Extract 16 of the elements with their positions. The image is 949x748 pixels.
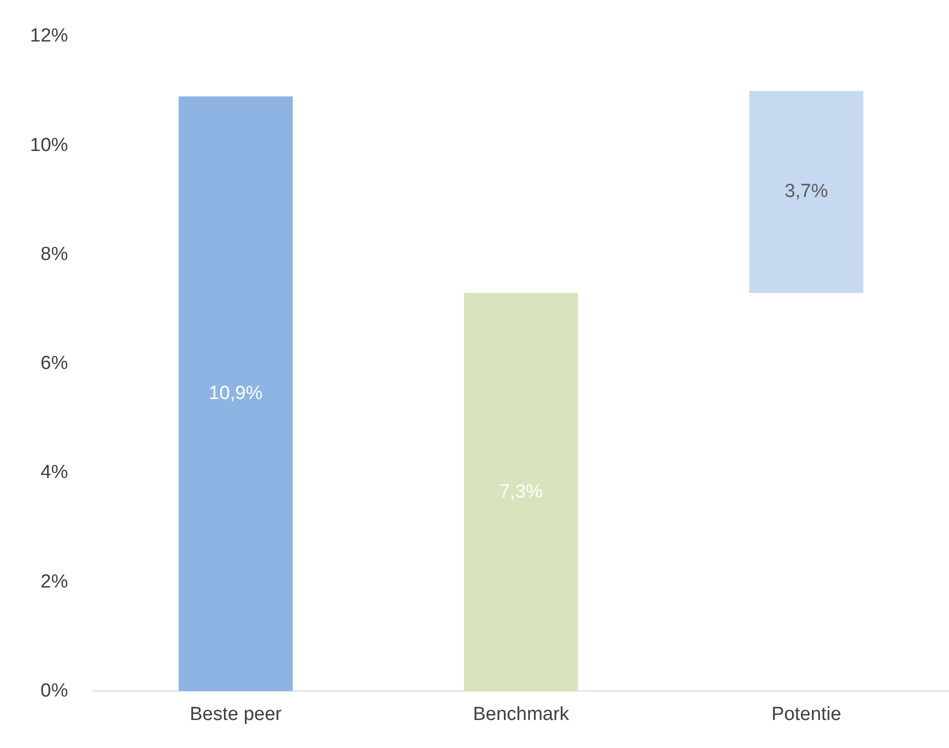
data-label: 10,9% [208,383,263,404]
x-tick-label: Benchmark [472,704,570,725]
y-tick-label: 12% [30,26,68,47]
y-tick-label: 6% [40,353,68,374]
bar [464,292,578,692]
bar [749,90,864,293]
y-tick-label: 2% [40,571,68,592]
data-label: 7,3% [499,481,543,502]
y-tick-label: 4% [40,462,68,484]
y-tick-label: 10% [30,134,68,156]
data-label: 3,7% [784,181,828,202]
x-tick-label: Beste peer [190,704,282,725]
bar [178,96,293,692]
y-tick-label: 0% [40,680,68,702]
y-tick-label: 8% [40,244,68,265]
x-tick-label: Potentie [771,704,842,725]
